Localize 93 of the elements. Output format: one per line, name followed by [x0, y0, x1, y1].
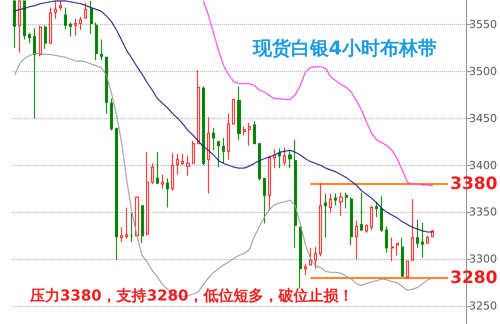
candlestick — [110, 98, 113, 132]
candlestick — [385, 226, 388, 254]
candlestick — [151, 162, 154, 185]
candlestick — [79, 16, 82, 31]
candlestick — [416, 219, 419, 248]
candlestick — [217, 140, 220, 168]
candlestick — [33, 28, 36, 119]
candlestick — [28, 32, 31, 44]
candlestick — [268, 155, 271, 211]
candlestick — [243, 126, 246, 136]
candlestick — [278, 148, 281, 169]
candlestick — [345, 192, 348, 209]
candlestick — [39, 24, 42, 57]
candlestick — [125, 207, 128, 240]
candlestick — [13, 0, 16, 48]
candlestick — [115, 127, 118, 261]
candlestick — [100, 38, 103, 61]
candlestick — [186, 155, 190, 176]
candlestick — [294, 139, 297, 248]
candlestick — [355, 220, 358, 260]
candlestick — [202, 86, 205, 166]
annotation: 压力3380，支持3280，低位短多，破位止损！ — [29, 286, 354, 304]
candlestick — [59, 0, 62, 11]
y-tick-label: 3250 — [469, 300, 497, 313]
candlestick — [334, 192, 337, 206]
y-tick-label: 3550 — [469, 18, 497, 31]
candlestick — [156, 152, 159, 185]
candlestick — [105, 56, 108, 114]
candlestick — [130, 212, 133, 243]
candlestick — [375, 201, 378, 218]
y-tick-label: 3450 — [469, 112, 497, 125]
candlestick — [166, 178, 169, 208]
candlestick — [314, 246, 317, 270]
candlestick — [299, 226, 302, 289]
candlestick — [248, 122, 251, 146]
text: 现货白银4小时布林带 — [252, 38, 438, 60]
candlestick — [232, 99, 235, 124]
candlestick — [380, 196, 383, 232]
candlestick — [146, 152, 149, 236]
candlestick — [23, 0, 26, 40]
candlestick — [18, 0, 21, 54]
candlestick — [350, 196, 353, 246]
candlestick — [171, 152, 174, 192]
candlestick — [365, 224, 368, 234]
candlestick — [90, 0, 93, 34]
candlestick — [339, 192, 343, 216]
candlestick — [304, 263, 307, 276]
ref-line-label: 3280 — [450, 268, 498, 288]
candlestick — [237, 86, 241, 140]
candlestick — [309, 247, 312, 266]
candlestick — [74, 18, 77, 36]
candlestick — [49, 7, 52, 44]
candlestick — [273, 148, 276, 169]
candlestick — [222, 138, 225, 164]
candlestick — [411, 198, 414, 261]
ref-line-label: 3380 — [450, 174, 498, 194]
candlestick — [391, 237, 394, 262]
y-tick-label: 3400 — [469, 158, 497, 172]
candlestick — [54, 0, 57, 20]
candlestick — [212, 127, 215, 151]
candlestick — [176, 154, 179, 176]
candlestick — [141, 205, 144, 244]
candlestick — [95, 22, 98, 61]
candlestick — [253, 120, 256, 144]
candlestick — [44, 24, 47, 50]
candlestick — [64, 7, 67, 30]
candlestick — [421, 222, 424, 258]
candlestick — [120, 226, 123, 243]
candlestick — [283, 146, 286, 166]
candlestick — [360, 192, 363, 231]
candlestick — [401, 237, 404, 277]
candlestick — [396, 242, 399, 256]
y-tick-label: 3500 — [469, 64, 497, 78]
y-tick-label: 3300 — [469, 252, 497, 266]
candlestick — [319, 182, 322, 257]
y-tick-label: 3350 — [469, 206, 497, 219]
candlestick — [324, 192, 327, 238]
candlestick — [288, 150, 292, 169]
candlestick — [84, 2, 87, 20]
candlestick — [329, 192, 332, 213]
candlestick — [406, 260, 409, 278]
candlestick — [181, 154, 184, 166]
candlestick — [69, 22, 72, 38]
candlestick — [192, 140, 195, 164]
candlestick — [227, 113, 230, 160]
candlestick — [258, 143, 261, 181]
candlestick — [161, 174, 164, 190]
candlestick — [207, 116, 210, 194]
candlestick — [135, 196, 139, 236]
candlestick — [197, 70, 200, 144]
candlestick — [263, 178, 266, 224]
candlestick — [370, 205, 373, 231]
candlestick — [426, 235, 429, 244]
